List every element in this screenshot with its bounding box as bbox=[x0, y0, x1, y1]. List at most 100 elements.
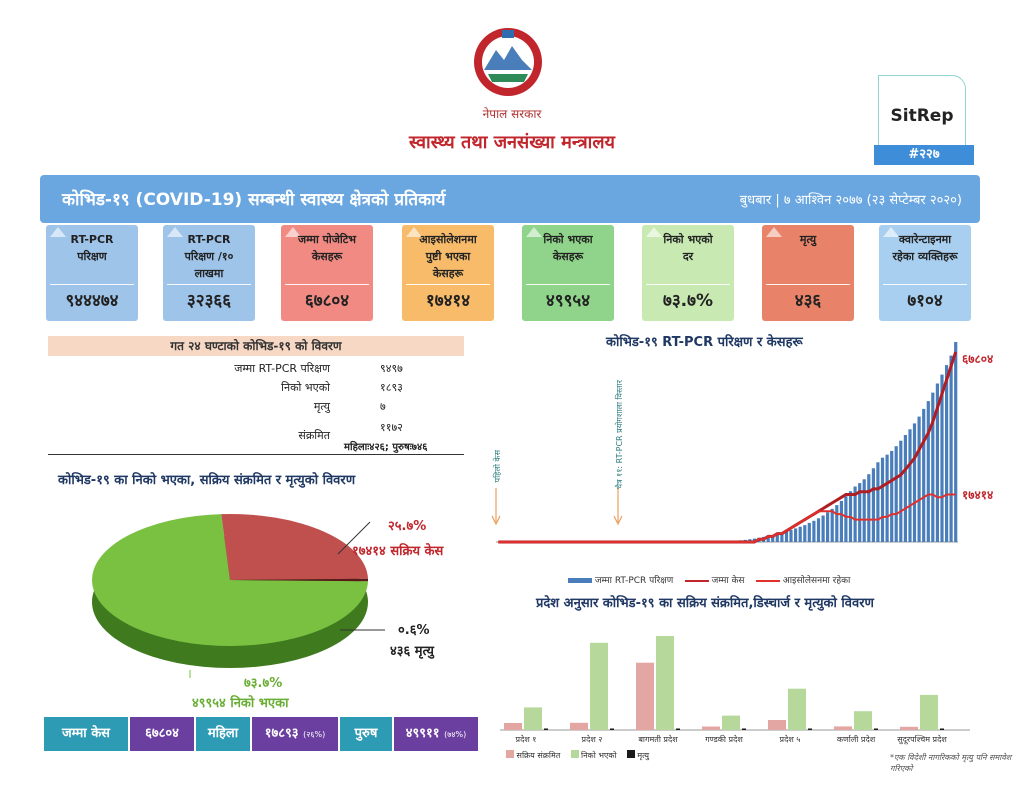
bar-death bbox=[940, 728, 944, 730]
pie-title: कोभिड-१९ का निको भएका, सक्रिय संक्रमित र… bbox=[58, 473, 356, 488]
bar-rt-pcr bbox=[826, 512, 830, 542]
card-corner-icon bbox=[50, 227, 66, 237]
female-pct: (२६%) bbox=[303, 730, 326, 739]
card-corner-icon bbox=[766, 227, 782, 237]
total-cases-label: जम्मा केस bbox=[44, 717, 128, 751]
bar-rt-pcr bbox=[853, 486, 857, 542]
lab-expansion-arrow bbox=[613, 488, 623, 526]
bar-active bbox=[702, 726, 720, 730]
line-chart bbox=[491, 342, 958, 544]
female-label: महिला bbox=[196, 717, 250, 751]
bar-rt-pcr bbox=[798, 526, 802, 542]
bar-rt-pcr bbox=[844, 496, 848, 542]
bar-rt-pcr bbox=[789, 529, 793, 542]
bar-rt-pcr bbox=[922, 408, 926, 542]
bar-death bbox=[874, 728, 878, 730]
bar-rt-pcr bbox=[780, 532, 784, 542]
legend-isolation: आइसोलेसनमा रहेका bbox=[782, 576, 851, 586]
bar-rt-pcr bbox=[816, 518, 821, 542]
table-divider bbox=[48, 454, 464, 455]
total-cases-value: ६७८०४ bbox=[130, 717, 194, 751]
male-label: पुरुष bbox=[340, 717, 392, 751]
end-isolation-label: १७४१४ bbox=[962, 488, 994, 502]
bar-rt-pcr bbox=[784, 531, 789, 542]
province-label: प्रदेश २ bbox=[582, 734, 603, 744]
death-label: ४३६ मृत्यु bbox=[390, 644, 434, 659]
last24-row-label: मृत्यु bbox=[313, 400, 330, 413]
bar-rt-pcr bbox=[839, 500, 843, 542]
bar-recovered bbox=[656, 636, 674, 730]
bar-recovered bbox=[788, 688, 806, 730]
stat-card-label: RT-PCR परिक्षण /१० लाखमा bbox=[184, 233, 234, 280]
bar-rt-pcr bbox=[871, 468, 875, 542]
stat-card-label: आइसोलेशनमा पुष्टी भएका केसहरू bbox=[419, 233, 477, 280]
bar-rt-pcr bbox=[862, 479, 866, 542]
bar-rt-pcr bbox=[835, 505, 839, 542]
province-legend: सक्रिय संक्रमित निको भएको मृत्यु bbox=[506, 750, 649, 761]
stat-card: RT-PCR परिक्षण ९४४४७४ bbox=[46, 225, 138, 321]
bar-recovered bbox=[722, 715, 740, 730]
province-label: सुदूरपश्चिम प्रदेश bbox=[897, 734, 947, 745]
bar-rt-pcr bbox=[807, 522, 811, 542]
sitrep-label: SitRep bbox=[890, 106, 954, 126]
legend-cases: जम्मा केस bbox=[711, 576, 745, 586]
female-value: १७८९३ bbox=[264, 726, 299, 741]
bar-recovered bbox=[524, 707, 542, 730]
card-corner-icon bbox=[167, 227, 183, 237]
female-stat: १७८९३ (२६%) bbox=[252, 717, 338, 751]
lab-expansion-annotation: चैत्र ११: RT-PCR प्रयोगशाला विस्तार bbox=[615, 380, 624, 489]
card-corner-icon bbox=[883, 227, 899, 237]
bar-rt-pcr bbox=[775, 533, 779, 542]
bar-rt-pcr bbox=[940, 374, 944, 542]
government-label: नेपाल सरकार bbox=[482, 107, 542, 121]
nepal-emblem-logo bbox=[474, 28, 542, 96]
bar-active bbox=[636, 662, 654, 730]
stat-card: आइसोलेशनमा पुष्टी भएका केसहरू १७४१४ bbox=[402, 225, 494, 321]
stat-card-value: ७३.७% bbox=[646, 284, 730, 317]
male-pct: (७४%) bbox=[444, 730, 467, 739]
bar-rt-pcr bbox=[890, 450, 894, 542]
card-corner-icon bbox=[526, 227, 542, 237]
legend-swatch-tests bbox=[568, 578, 592, 583]
bar-active bbox=[834, 726, 852, 730]
province-label: गण्डकी प्रदेश bbox=[705, 734, 743, 744]
stat-card: निको भएको दर ७३.७% bbox=[642, 225, 734, 321]
bar-rt-pcr bbox=[903, 435, 907, 542]
stat-card-label: RT-PCR परिक्षण bbox=[70, 233, 114, 263]
last24-row-value: ७ bbox=[380, 400, 386, 413]
sitrep-number: #२२७ bbox=[874, 145, 974, 165]
bar-rt-pcr bbox=[931, 392, 935, 542]
province-chart-title: प्रदेश अनुसार कोभिड-१९ का सक्रिय संक्रमि… bbox=[536, 596, 874, 611]
stat-card: क्वारेन्टाइनमा रहेका व्यक्तिहरू ७१०४ bbox=[879, 225, 971, 321]
bar-active bbox=[570, 722, 588, 730]
last24-row-label: जम्मा RT-PCR परिक्षण bbox=[234, 362, 330, 375]
stat-card-label: निको भएका केसहरू bbox=[543, 233, 593, 263]
title-banner: कोभिड-१९ (COVID-19) सम्बन्धी स्वास्थ्य क… bbox=[40, 175, 980, 223]
stat-card-value: ७१०४ bbox=[883, 284, 967, 317]
stat-card: मृत्यु ४३६ bbox=[762, 225, 854, 321]
legend-tests: जम्मा RT-PCR परिक्षण bbox=[594, 576, 674, 586]
bar-recovered bbox=[920, 694, 938, 730]
death-pct: ०.६% bbox=[398, 623, 430, 638]
bar-rt-pcr bbox=[894, 446, 898, 542]
province-label: प्रदेश ५ bbox=[780, 734, 801, 744]
legend-swatch-active bbox=[506, 750, 514, 758]
line-chart-legend: जम्मा RT-PCR परिक्षण जम्मा केस आइसोलेसनम… bbox=[568, 573, 850, 586]
leader-line bbox=[337, 521, 371, 555]
male-stat: ४९९११ (७४%) bbox=[394, 717, 478, 751]
bar-active bbox=[504, 723, 522, 730]
pie-slice-active bbox=[221, 513, 368, 580]
last24-row-value: १८९३ bbox=[380, 381, 403, 394]
bar-death bbox=[808, 728, 812, 730]
stat-card-label: जम्मा पोजेटिभ केसहरू bbox=[297, 233, 357, 263]
banner-title: कोभिड-१९ (COVID-19) सम्बन्धी स्वास्थ्य क… bbox=[62, 190, 446, 210]
recovered-label: ४९९५४ निको भएका bbox=[192, 696, 289, 711]
banner-date: बुधबार | ७ आश्विन २०७७ (२३ सेप्टेम्बर २०… bbox=[739, 193, 962, 208]
legend-swatch-isolation bbox=[755, 579, 780, 582]
bar-rt-pcr bbox=[821, 515, 825, 542]
stat-card-label: निको भएको दर bbox=[663, 233, 713, 263]
footnote: *एक विदेशी नागरिकको मृत्यु पनि समावेश गर… bbox=[890, 753, 1012, 773]
legend-recovered: निको भएको bbox=[581, 751, 617, 760]
first-case-arrow bbox=[491, 488, 501, 526]
bar-rt-pcr bbox=[949, 355, 953, 542]
